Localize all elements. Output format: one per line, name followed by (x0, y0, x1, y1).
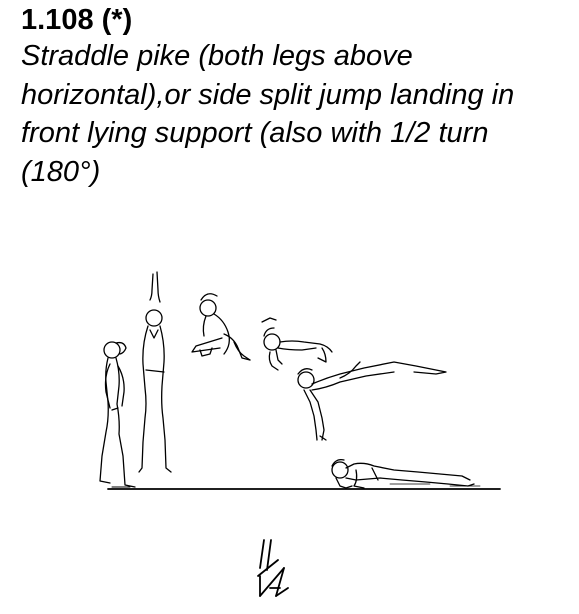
element-description: Straddle pike (both legs above horizonta… (21, 40, 515, 188)
element-code: 1.108 (*) (21, 4, 133, 36)
figure-pike-descending (261, 317, 333, 371)
figure-landing-reach (297, 361, 447, 441)
figure-standing (99, 341, 136, 488)
ground-marks (389, 483, 481, 487)
jump-to-push-up-symbol-icon (257, 539, 289, 597)
floor-line (107, 486, 501, 490)
figure-arms-up (138, 271, 172, 473)
figure-straddle-pike (191, 293, 251, 361)
